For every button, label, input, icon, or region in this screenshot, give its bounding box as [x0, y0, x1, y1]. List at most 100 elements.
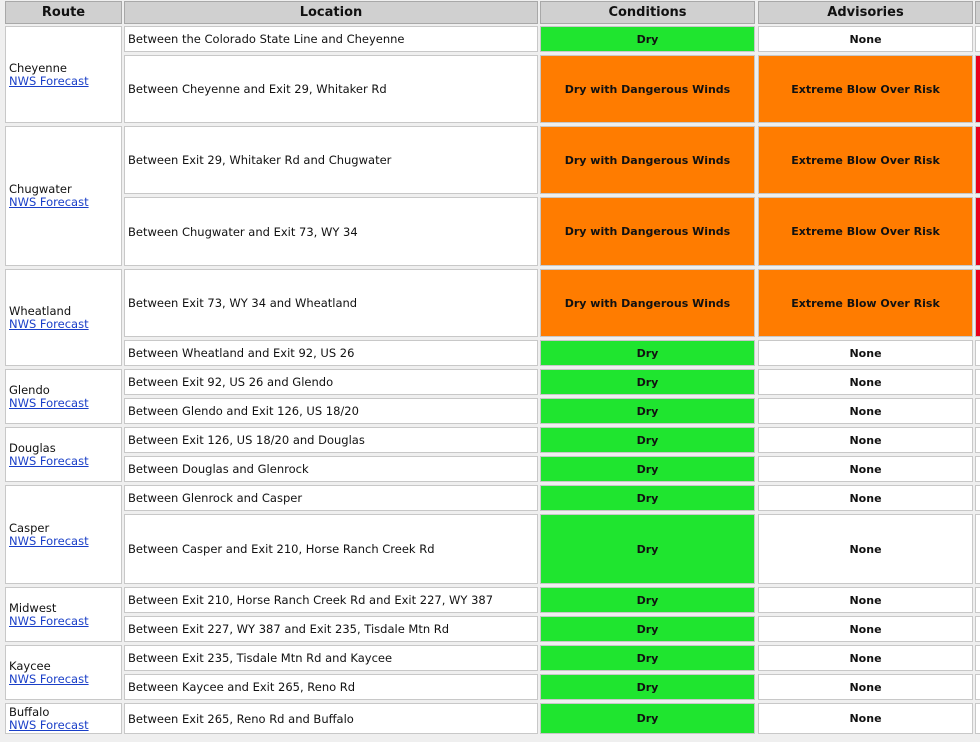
location-cell: Between Wheatland and Exit 92, US 26: [124, 340, 538, 366]
extra-cell: [975, 427, 980, 453]
condition-cell: Dry with Dangerous Winds: [540, 197, 755, 266]
location-cell: Between Glendo and Exit 126, US 18/20: [124, 398, 538, 424]
forecast-link[interactable]: NWS Forecast: [9, 717, 89, 732]
advisory-cell: Extreme Blow Over Risk: [758, 55, 973, 123]
header-cell: Route: [5, 1, 122, 24]
extra-cell: [975, 485, 980, 511]
extra-cell: [975, 514, 980, 584]
condition-cell: Dry with Dangerous Winds: [540, 55, 755, 123]
advisory-cell: None: [758, 398, 973, 424]
route-cell: Glendo NWS Forecast: [5, 369, 122, 424]
location-cell: Between Glenrock and Casper: [124, 485, 538, 511]
condition-cell: Dry: [540, 514, 755, 584]
advisory-cell: None: [758, 427, 973, 453]
location-cell: Between Exit 73, WY 34 and Wheatland: [124, 269, 538, 337]
location-cell: Between Exit 210, Horse Ranch Creek Rd a…: [124, 587, 538, 613]
location-cell: Between Kaycee and Exit 265, Reno Rd: [124, 674, 538, 700]
location-cell: Between Exit 265, Reno Rd and Buffalo: [124, 703, 538, 734]
extra-cell: [975, 703, 980, 734]
route-name: Buffalo: [9, 704, 50, 719]
route-name: Kaycee: [9, 658, 51, 673]
condition-cell: Dry: [540, 485, 755, 511]
condition-cell: Dry: [540, 456, 755, 482]
route-name: Douglas: [9, 440, 56, 455]
extra-cell: [975, 456, 980, 482]
condition-cell: Dry: [540, 616, 755, 642]
extra-cell: [975, 197, 980, 266]
condition-cell: Dry with Dangerous Winds: [540, 269, 755, 337]
extra-cell: [975, 645, 980, 671]
advisory-cell: None: [758, 485, 973, 511]
forecast-link[interactable]: NWS Forecast: [9, 195, 89, 209]
extra-cell: [975, 55, 980, 123]
condition-cell: Dry: [540, 398, 755, 424]
location-cell: Between Douglas and Glenrock: [124, 456, 538, 482]
location-cell: Between Casper and Exit 210, Horse Ranch…: [124, 514, 538, 584]
location-cell: Between Exit 235, Tisdale Mtn Rd and Kay…: [124, 645, 538, 671]
advisory-cell: None: [758, 26, 973, 52]
route-cell: Kaycee NWS Forecast: [5, 645, 122, 700]
forecast-link[interactable]: NWS Forecast: [9, 671, 89, 686]
condition-cell: Dry: [540, 369, 755, 395]
route-name: Glendo: [9, 382, 50, 397]
advisory-cell: None: [758, 703, 973, 734]
header-cell: Conditions: [540, 1, 755, 24]
route-cell: Midwest NWS Forecast: [5, 587, 122, 642]
location-cell: Between Exit 227, WY 387 and Exit 235, T…: [124, 616, 538, 642]
extra-cell: [975, 616, 980, 642]
location-cell: Between Cheyenne and Exit 29, Whitaker R…: [124, 55, 538, 123]
extra-cell: [975, 126, 980, 194]
route-name: Midwest: [9, 600, 57, 615]
route-name: Cheyenne: [9, 60, 67, 75]
advisory-cell: None: [758, 514, 973, 584]
header-cell: [975, 1, 980, 24]
condition-cell: Dry: [540, 427, 755, 453]
advisory-cell: Extreme Blow Over Risk: [758, 269, 973, 337]
extra-cell: [975, 369, 980, 395]
forecast-link[interactable]: NWS Forecast: [9, 395, 89, 410]
advisory-cell: None: [758, 645, 973, 671]
condition-cell: Dry: [540, 340, 755, 366]
location-cell: Between the Colorado State Line and Chey…: [124, 26, 538, 52]
extra-cell: [975, 340, 980, 366]
advisory-cell: None: [758, 587, 973, 613]
condition-cell: Dry: [540, 645, 755, 671]
route-cell: Douglas NWS Forecast: [5, 427, 122, 482]
forecast-link[interactable]: NWS Forecast: [9, 73, 89, 88]
condition-cell: Dry: [540, 703, 755, 734]
condition-cell: Dry: [540, 26, 755, 52]
advisory-cell: None: [758, 340, 973, 366]
advisory-cell: Extreme Blow Over Risk: [758, 197, 973, 266]
advisory-cell: None: [758, 369, 973, 395]
location-cell: Between Exit 92, US 26 and Glendo: [124, 369, 538, 395]
header-cell: Advisories: [758, 1, 973, 24]
condition-cell: Dry: [540, 674, 755, 700]
location-cell: Between Exit 29, Whitaker Rd and Chugwat…: [124, 126, 538, 194]
extra-cell: [975, 269, 980, 337]
condition-cell: Dry: [540, 587, 755, 613]
advisory-cell: None: [758, 674, 973, 700]
advisory-cell: None: [758, 456, 973, 482]
route-name: Chugwater: [9, 182, 72, 196]
header-cell: Location: [124, 1, 538, 24]
forecast-link[interactable]: NWS Forecast: [9, 453, 89, 468]
route-cell: Buffalo NWS Forecast: [5, 703, 122, 734]
route-cell: Cheyenne NWS Forecast: [5, 26, 122, 123]
route-cell: Casper NWS Forecast: [5, 485, 122, 584]
forecast-link[interactable]: NWS Forecast: [9, 316, 89, 331]
route-cell: Wheatland NWS Forecast: [5, 269, 122, 366]
extra-cell: [975, 587, 980, 613]
extra-cell: [975, 398, 980, 424]
extra-cell: [975, 26, 980, 52]
route-name: Casper: [9, 520, 50, 535]
advisory-cell: None: [758, 616, 973, 642]
location-cell: Between Chugwater and Exit 73, WY 34: [124, 197, 538, 266]
route-cell: Chugwater NWS Forecast: [5, 126, 122, 266]
forecast-link[interactable]: NWS Forecast: [9, 533, 89, 548]
forecast-link[interactable]: NWS Forecast: [9, 613, 89, 628]
route-name: Wheatland: [9, 303, 72, 318]
condition-cell: Dry with Dangerous Winds: [540, 126, 755, 194]
advisory-cell: Extreme Blow Over Risk: [758, 126, 973, 194]
location-cell: Between Exit 126, US 18/20 and Douglas: [124, 427, 538, 453]
